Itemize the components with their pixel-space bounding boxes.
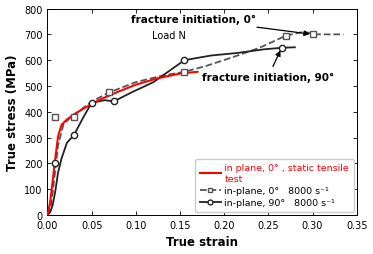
Y-axis label: True stress (MPa): True stress (MPa) (6, 54, 19, 170)
Text: Load N: Load N (152, 31, 186, 41)
Text: fracture initiation, 0°: fracture initiation, 0° (131, 15, 308, 36)
Legend: in plane, 0° , static tensile
test, in-plane, 0°   8000 s⁻¹, in-plane, 90°   800: in plane, 0° , static tensile test, in-p… (195, 159, 354, 212)
X-axis label: True strain: True strain (166, 235, 238, 248)
Text: fracture initiation, 90°: fracture initiation, 90° (202, 52, 334, 83)
